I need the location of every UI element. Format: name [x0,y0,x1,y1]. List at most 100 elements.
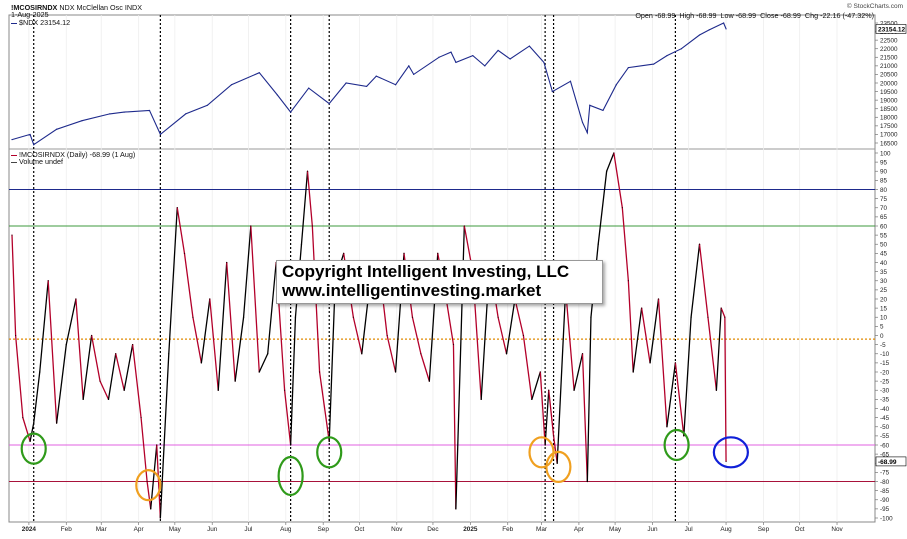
oscillator-point [328,440,330,442]
x-tick-label: Apr [574,526,585,533]
oscillator-point [724,316,726,318]
ndx-point [680,48,683,50]
upper-tick-label: 21500 [880,55,898,62]
oscillator-segment [99,380,110,401]
ndx-point [345,82,347,84]
oscillator-point [553,435,555,437]
upper-tick-label: 22500 [880,37,898,44]
ndx-point [258,72,260,74]
oscillator-point [582,353,584,355]
x-tick-label: Apr [134,526,145,533]
oscillator-point [613,152,615,154]
oscillator-point [99,380,101,382]
x-tick-label: Sep [318,526,330,533]
oscillator-point [65,344,67,346]
ndx-point [366,85,368,88]
oscillator-segment [192,316,203,364]
oscillator-point [82,398,84,400]
oscillator-segment [159,353,170,519]
lower-tick-label: 35 [880,269,888,276]
oscillator-point [284,389,286,391]
ndx-point [123,111,125,113]
oscillator-segment [289,316,297,446]
x-tick-label: Jun [207,526,218,533]
oscillator-segment [200,298,211,364]
oscillator-point [132,344,134,346]
oscillator-segment [640,307,651,364]
close-label: Close [760,11,779,20]
oscillator-segment [605,152,615,172]
ndx-point [708,29,710,31]
oscillator-point [621,207,623,209]
oscillator-segment [33,371,41,424]
oscillator-segment [306,170,313,227]
oscillator-point [548,389,550,391]
oscillator-point [386,335,388,336]
oscillator-segment [548,389,555,437]
oscillator-point [307,170,309,172]
oscillator-point [649,362,651,364]
oscillator-point [200,362,202,364]
oscillator-point [707,316,709,318]
oscillator-segment [150,444,158,510]
oscillator-segment [674,362,685,437]
lower-legend: !MCOSIRNDX (Daily) -68.99 (1 Aug) [11,150,135,159]
oscillator-segment [318,371,330,443]
oscillator-segment [65,298,77,346]
upper-tick-label: 18500 [880,106,898,113]
oscillator-segment [29,422,35,443]
oscillator-point [597,243,599,245]
ndx-point [528,45,531,47]
oscillator-point [497,316,499,318]
x-tick-label: May [169,526,182,533]
oscillator-point [666,426,668,428]
oscillator-segment [497,316,508,355]
ndx-point [581,121,584,124]
lower-tick-label: -60 [880,442,890,449]
oscillator-point [150,508,152,510]
copyright-line: Copyright Intelligent Investing, LLC [282,262,570,281]
ndx-point [148,109,151,112]
oscillator-point [480,398,482,400]
oscillator-segment [107,353,117,401]
oscillator-series [11,152,727,519]
oscillator-point [683,435,685,437]
lower-tick-label: 10 [880,315,888,322]
oscillator-segment [146,480,152,510]
upper-tick-label: 21000 [880,63,898,70]
oscillator-segment [707,316,718,391]
lower-tick-label: 25 [880,287,888,294]
upper-tick-label: 18000 [880,115,898,122]
oscillator-point [343,252,345,254]
oscillator-point [192,316,194,318]
oscillator-point [311,225,313,227]
oscillator-segment [209,298,219,391]
oscillator-point [267,353,269,355]
oscillator-segment [115,353,125,391]
annotation-circle-orange [545,450,572,483]
oscillator-point [506,353,508,355]
ndx-point [413,73,415,76]
oscillator-point [403,252,405,254]
x-tick-label: Oct [354,526,364,533]
lower-legend-swatch [11,154,17,156]
close-value: -68.99 [780,11,801,20]
volume-legend-swatch [11,161,17,163]
oscillator-point [352,316,354,318]
oscillator-point [725,460,727,462]
oscillator-point [115,353,117,355]
ndx-point [206,104,208,106]
oscillator-point [146,481,148,482]
oscillator-point [33,422,35,424]
ndx-point [543,61,545,64]
oscillator-segment [698,243,709,318]
lower-tick-label: -45 [880,415,890,422]
ndx-point [81,120,83,122]
ndx-point [723,22,725,24]
lower-tick-label: -40 [880,406,890,413]
oscillator-point [586,481,588,482]
oscillator-point [258,371,260,373]
ndx-point [438,56,440,58]
osc-last-tag-text: -68.99 [878,459,897,466]
oscillator-point [243,316,245,318]
